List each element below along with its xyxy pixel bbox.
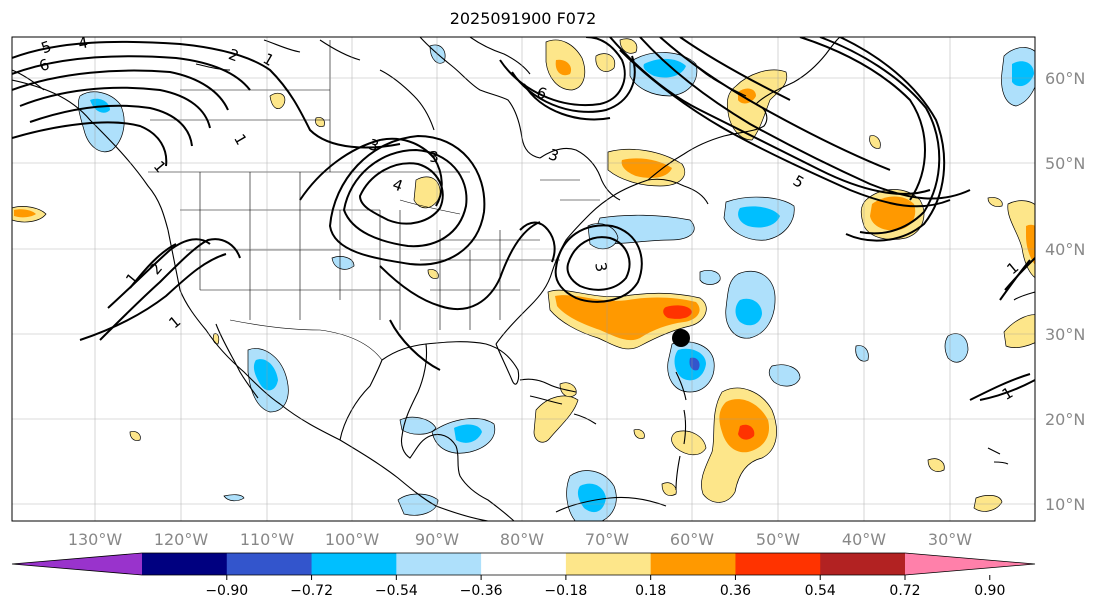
positive-anomaly-region: [315, 117, 325, 127]
lon-label: 50°W: [756, 530, 800, 549]
lat-label: 40°N: [1045, 240, 1085, 259]
lat-lon-grid: [12, 37, 1035, 521]
lon-label: 110°W: [240, 530, 295, 549]
lon-label: 60°W: [670, 530, 714, 549]
negative-anomaly-region: [643, 58, 686, 78]
coastlines: [12, 37, 1035, 521]
positive-anomaly-region: [621, 158, 672, 178]
lon-label: 120°W: [154, 530, 209, 549]
contour-lines: [12, 37, 1035, 401]
lon-label: 100°W: [325, 530, 380, 549]
lon-label: 30°W: [928, 530, 972, 549]
colorbar-segment: [311, 553, 397, 575]
negative-anomaly-region: [738, 206, 780, 228]
positive-anomaly-region: [738, 88, 756, 104]
colorbar-segment: [565, 553, 652, 575]
negative-anomaly-region: [855, 345, 869, 362]
positive-anomaly-region: [269, 92, 286, 110]
positive-anomaly-region: [869, 135, 881, 149]
colorbar-segment: [226, 553, 313, 575]
negative-anomaly-region: [1012, 61, 1034, 87]
colorbar-tick-label: 0.72: [889, 583, 920, 599]
negative-anomaly-region: [223, 494, 245, 502]
lon-label: 40°W: [842, 530, 886, 549]
political-borders: [148, 40, 600, 361]
colorbar-segment: [820, 553, 906, 575]
lon-label: 90°W: [415, 530, 459, 549]
negative-anomaly-region: [699, 270, 721, 285]
negative-anomaly-region: [399, 416, 437, 435]
positive-anomaly-region: [973, 495, 1003, 512]
positive-anomaly-region: [619, 38, 638, 54]
longitude-labels: 130°W 120°W 110°W 100°W 90°W 80°W 70°W 6…: [68, 530, 972, 549]
positive-anomaly-region: [1007, 200, 1035, 278]
colorbar-segment: [481, 553, 567, 575]
colorbar-segment: [142, 553, 228, 575]
colorbar: −0.90 −0.72 −0.54 −0.36 −0.18 0.18 0.36 0.54 0.7…: [11, 552, 1036, 599]
negative-anomaly-region: [577, 483, 606, 513]
colorbar-extend-max: [905, 553, 1035, 575]
negative-anomaly-region: [331, 256, 355, 270]
negative-anomaly-region: [944, 333, 969, 363]
negative-anomaly-region: [768, 364, 801, 387]
positive-anomaly-region: [555, 295, 700, 341]
map-area: 5 4 6 1 2 3 3 4 3 3 6 5 1 1 2 1 1 1 1: [12, 33, 1035, 521]
storm-center-marker: [672, 329, 690, 347]
colorbar-tick-label: 0.18: [635, 583, 666, 599]
lon-label: 130°W: [68, 530, 123, 549]
colorbar-tick-label: −0.18: [544, 583, 587, 599]
map-frame: [11, 36, 1036, 522]
positive-anomaly-region: [927, 458, 945, 472]
positive-anomaly-region: [555, 59, 572, 76]
colorbar-tick-label: −0.90: [205, 583, 248, 599]
colorbar-tick-label: 0.54: [805, 583, 836, 599]
positive-anomaly-region: [595, 53, 616, 72]
strong-positive-anomaly: [738, 424, 755, 440]
positive-anomaly-region: [1026, 224, 1035, 265]
colorbar-segment: [735, 553, 821, 575]
shaded-anomalies: [12, 38, 1035, 521]
lat-label: 10°N: [1045, 495, 1085, 514]
colorbar-extend-min: [12, 553, 142, 575]
contour-label: 3: [429, 148, 439, 166]
negative-anomaly-region: [397, 493, 439, 516]
positive-anomaly-region: [870, 196, 916, 231]
lat-label: 20°N: [1045, 410, 1085, 429]
lon-label: 80°W: [500, 530, 544, 549]
contour-label: 4: [77, 33, 90, 52]
colorbar-outline: [11, 552, 1036, 576]
positive-anomaly-region: [1003, 314, 1035, 348]
lat-label: 60°N: [1045, 69, 1085, 88]
positive-anomaly-region: [212, 333, 220, 345]
strong-positive-anomaly: [663, 305, 692, 319]
positive-anomaly-region: [671, 430, 707, 456]
positive-anomaly-region: [129, 431, 141, 441]
colorbar-tick-label: −0.54: [375, 583, 418, 599]
negative-anomaly-region: [735, 298, 762, 326]
colorbar-tick-label: −0.72: [290, 583, 333, 599]
negative-anomaly-region: [454, 424, 482, 443]
map-title: 2025091900 F072: [449, 9, 597, 28]
colorbar-tick-label: 0.36: [720, 583, 751, 599]
colorbar-segment: [650, 553, 736, 575]
colorbar-tick-label: 0.90: [974, 583, 1005, 599]
lon-label: 70°W: [585, 530, 629, 549]
positive-anomaly-region: [559, 382, 577, 398]
lat-label: 50°N: [1045, 154, 1085, 173]
positive-anomaly-region: [987, 197, 1003, 207]
positive-anomaly-region: [661, 482, 677, 496]
lat-label: 30°N: [1045, 325, 1085, 344]
latitude-labels: 60°N 50°N 40°N 30°N 20°N 10°N: [1045, 69, 1085, 514]
positive-anomaly-region: [633, 429, 645, 439]
contour-label: 3: [591, 261, 610, 274]
negative-anomaly-region: [253, 359, 278, 391]
colorbar-tick-label: −0.36: [460, 583, 503, 599]
positive-anomaly-region: [427, 269, 439, 279]
colorbar-segment: [396, 553, 482, 575]
positive-anomaly-region: [14, 209, 36, 218]
